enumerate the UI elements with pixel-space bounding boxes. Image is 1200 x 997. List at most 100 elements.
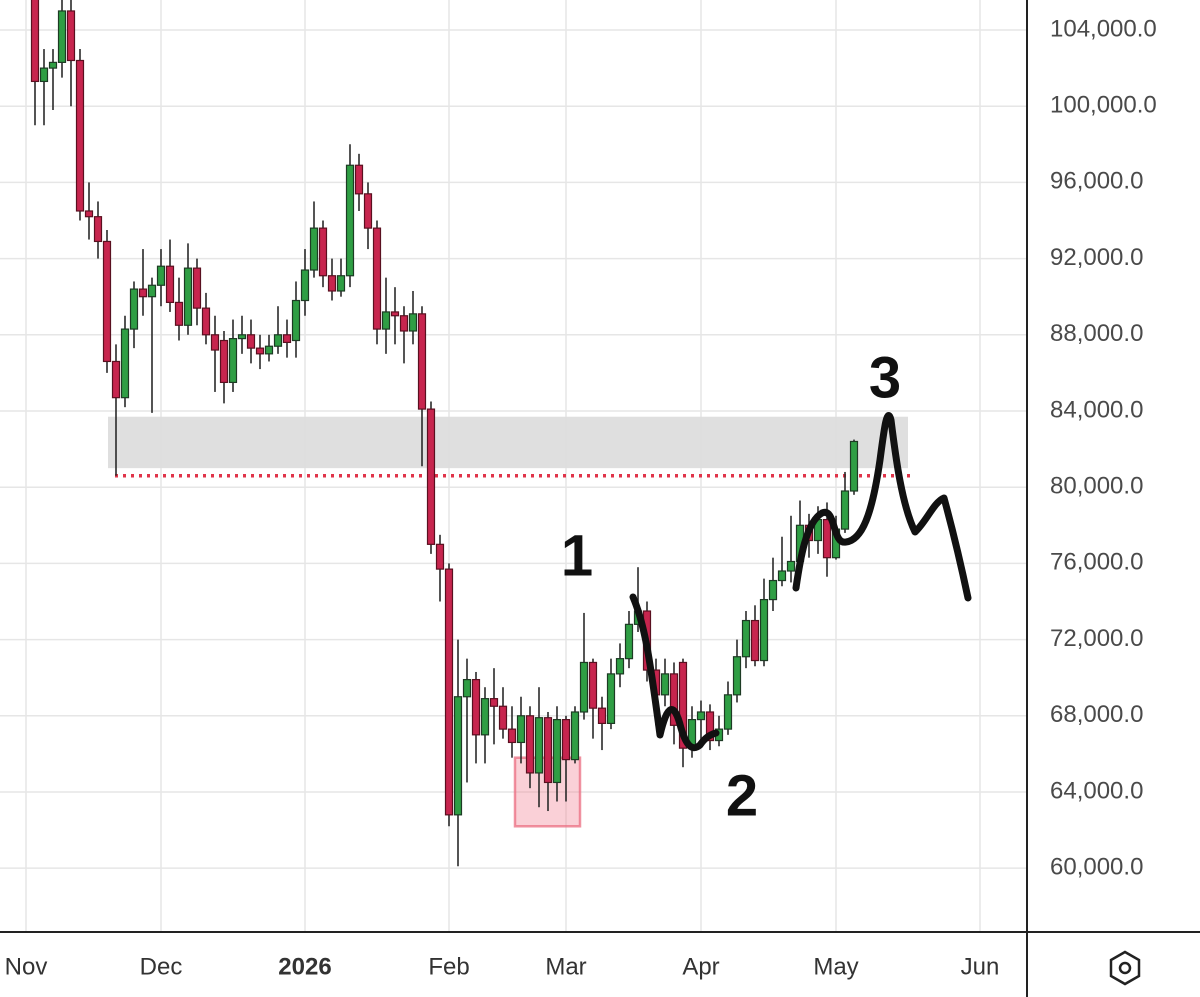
y-tick-label: 68,000.0: [1050, 701, 1143, 728]
y-tick-label: 60,000.0: [1050, 854, 1143, 881]
candle-body: [291, 299, 301, 342]
candle-body: [390, 311, 400, 317]
resistance-zone: [108, 416, 908, 469]
candle-body: [129, 288, 139, 330]
candle-body: [750, 619, 760, 662]
candle-body: [588, 661, 598, 709]
candle-body: [768, 579, 778, 601]
candle-body: [489, 698, 499, 707]
candle-body: [120, 328, 130, 399]
candle-body: [345, 164, 355, 277]
candle-body: [381, 311, 391, 330]
candle-body: [507, 728, 517, 744]
candle-body: [597, 707, 607, 725]
candles: [30, 0, 859, 867]
candle-body: [318, 227, 328, 277]
candle-body: [174, 301, 184, 326]
candle-body: [579, 661, 589, 713]
x-tick-label: Nov: [5, 953, 48, 980]
y-tick-label: 88,000.0: [1050, 320, 1143, 347]
candle-body: [354, 164, 364, 195]
y-tick-label: 64,000.0: [1050, 777, 1143, 804]
candle-body: [453, 696, 463, 816]
y-tick-label: 84,000.0: [1050, 396, 1143, 423]
settings-icon[interactable]: [1109, 950, 1141, 986]
candle-body: [273, 334, 283, 347]
candle-body: [840, 490, 850, 530]
candle-body: [849, 440, 859, 492]
candle-body: [399, 315, 409, 332]
candle-body: [777, 570, 787, 582]
candle-body: [102, 240, 112, 363]
candle-body: [237, 334, 247, 340]
candle-body: [138, 288, 148, 298]
y-tick-label: 92,000.0: [1050, 244, 1143, 271]
candle-body: [534, 717, 544, 774]
candle-body: [309, 227, 319, 271]
candle-body: [624, 623, 634, 660]
candle-body: [363, 193, 373, 229]
candle-body: [552, 718, 562, 784]
y-tick-label: 100,000.0: [1050, 92, 1157, 119]
candle-body: [246, 334, 256, 349]
candle-body: [462, 678, 472, 698]
candle-body: [669, 673, 679, 726]
candle-body: [228, 338, 238, 384]
candle-body: [192, 267, 202, 309]
candle-body: [741, 619, 751, 658]
y-tick-label: 80,000.0: [1050, 473, 1143, 500]
candle-body: [444, 568, 454, 816]
x-tick-label: Feb: [428, 953, 469, 980]
candle-body: [615, 658, 625, 675]
hand-drawn-path: [792, 412, 972, 602]
candle-body: [480, 698, 490, 736]
candle-body: [219, 339, 229, 384]
candle-body: [66, 10, 76, 62]
candle-body: [255, 347, 265, 355]
y-tick-label: 96,000.0: [1050, 168, 1143, 195]
candle-body: [435, 543, 445, 570]
candle-body: [165, 265, 175, 304]
candle-body: [426, 408, 436, 545]
candle-body: [525, 715, 535, 774]
overlay: [629, 412, 972, 752]
candle-body: [264, 345, 274, 355]
wave-label: 1: [561, 523, 593, 588]
candle-body: [111, 360, 121, 399]
candle-body: [75, 59, 85, 212]
candle-body: [156, 265, 166, 286]
candle-body: [606, 673, 616, 725]
x-tick-label: Mar: [545, 953, 586, 980]
candle-body: [147, 284, 157, 298]
x-tick-label: Apr: [682, 953, 719, 980]
candle-body: [471, 678, 481, 736]
x-tick-label: May: [813, 953, 858, 980]
x-tick-label: Dec: [140, 953, 183, 980]
candle-body: [327, 275, 337, 292]
settings-hexagon[interactable]: [1109, 950, 1141, 986]
candle-body: [759, 598, 769, 662]
wave-label: 3: [869, 345, 901, 410]
candle-body: [696, 711, 706, 721]
candle-body: [210, 334, 220, 351]
candle-body: [660, 673, 670, 696]
candle-body: [39, 67, 49, 83]
candle-body: [300, 269, 310, 302]
candle-body: [417, 313, 427, 410]
candle-body: [48, 61, 58, 69]
settings-dot[interactable]: [1118, 961, 1132, 975]
candle-body: [498, 705, 508, 730]
x-tick-label: 2026: [278, 953, 331, 980]
candle-body: [516, 715, 526, 744]
candle-body: [561, 718, 571, 761]
candle-body: [336, 275, 346, 292]
x-tick-label: Jun: [961, 953, 1000, 980]
candle-body: [183, 267, 193, 326]
candle-body: [705, 711, 715, 742]
candle-body: [408, 313, 418, 332]
candle-body: [84, 210, 94, 218]
candle-body: [822, 518, 832, 559]
